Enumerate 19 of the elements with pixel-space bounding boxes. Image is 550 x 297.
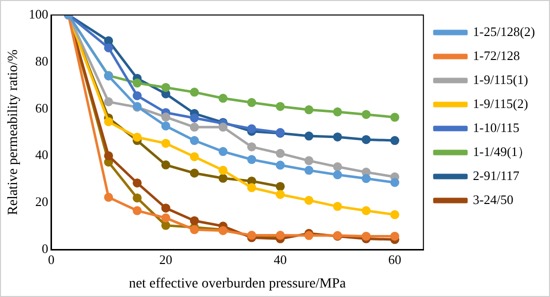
- y-tick-label: 40: [35, 147, 48, 162]
- legend-label: 1-10/115: [472, 120, 520, 135]
- legend-label: 1-9/115(2): [472, 96, 528, 111]
- legend-label: 1-9/115(1): [472, 72, 528, 87]
- legend-label: 3-24/50: [472, 192, 514, 207]
- x-tick-label: 20: [159, 252, 172, 267]
- y-tick-label: 0: [42, 241, 48, 256]
- x-tick-label: 60: [388, 252, 402, 267]
- x-axis-title: net effective overburden pressure/MPa: [128, 276, 347, 292]
- legend-label: 2-91/117: [472, 168, 520, 183]
- legend-label: 1-72/128: [472, 48, 520, 63]
- y-tick-label: 60: [35, 100, 48, 116]
- legend-label: 1-25/128(2): [472, 24, 536, 39]
- y-axis-title: Relative permeability ratio/%: [6, 49, 22, 216]
- y-tick-label: 100: [28, 6, 48, 22]
- x-tick-label: 40: [274, 252, 287, 267]
- legend-label: 1-1/49(1）: [472, 144, 531, 159]
- y-tick-label: 20: [35, 194, 48, 210]
- y-tick-label: 80: [35, 53, 48, 68]
